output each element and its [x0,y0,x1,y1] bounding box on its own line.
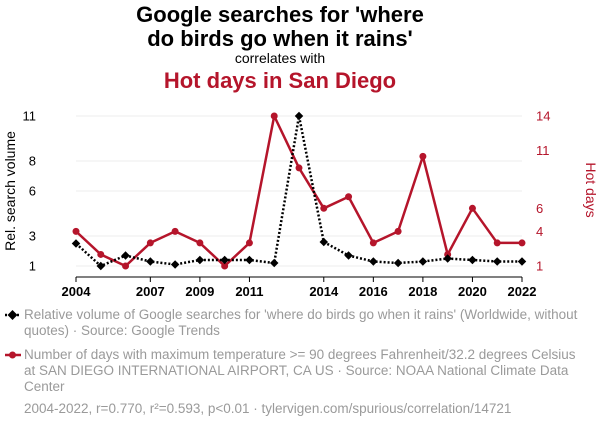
hot-days-point-2012 [270,112,278,120]
x-tick-label: 2004 [62,284,92,299]
y-right-tick-label: 4 [536,224,543,239]
y-right-tick-label: 6 [536,201,543,216]
legend-label-hot: Number of days with maximum temperature … [24,347,576,394]
legend-symbol-search [5,310,21,320]
gridlines [76,115,522,267]
y-left-tick-label: 8 [29,154,36,169]
hot-days-point-2015 [345,193,353,201]
search-volume-point-2004 [71,239,81,248]
search-volume-point-2021 [492,257,502,266]
x-tick-label: 2014 [309,284,339,299]
hot-days-point-2022 [518,239,526,247]
x-tick-label: 2007 [136,284,165,299]
search-volume-point-2014 [319,237,329,247]
search-volume-point-2005 [96,261,106,271]
y-right-tick-label: 11 [536,143,550,158]
search-volume-point-2018 [418,257,428,266]
search-volume-point-2019 [443,254,452,263]
search-volume-point-2013 [294,111,304,121]
y-axis-label-left: Rel. search volume [2,131,18,251]
x-tick-label: 2016 [359,284,388,299]
hot-days-point-2007 [146,239,154,247]
y-left-tick-label: 1 [29,259,36,274]
hot-days-point-2008 [171,227,179,235]
hot-days-point-2021 [493,239,501,247]
y-left-tick-label: 11 [23,109,37,124]
search-volume-point-2008 [170,260,180,269]
search-volume-point-2017 [393,258,403,268]
hot-days-point-2013 [295,164,303,172]
search-volume-point-2022 [517,257,527,266]
hot-days-point-2010 [221,262,229,270]
y-right-tick-label: 14 [536,109,550,124]
search-volume-point-2007 [146,257,155,266]
search-volume-point-2016 [369,257,378,266]
y-left-tick-label: 3 [29,229,36,244]
y-left-ticks: 1 3 6 8 11 [23,109,37,274]
search-volume-point-2006 [121,251,130,260]
hot-days-point-2009 [196,239,204,247]
hot-days-point-2011 [245,239,253,247]
hot-days-point-2016 [369,239,377,247]
hot-days-point-2017 [394,227,402,235]
x-ticks: 2004 2007 2009 2011 2014 2016 2018 2020 2022 [62,277,537,299]
hot-days-point-2005 [97,250,105,258]
hot-days-point-2018 [419,152,427,160]
y-left-tick-label: 6 [29,184,36,199]
chart-title-line2: do birds go when it rains' [147,26,413,51]
footer-stats: 2004-2022, r=0.770, r²=0.593, p<0.01 · t… [24,401,512,416]
hot-days-point-2020 [468,204,476,212]
x-tick-label: 2018 [408,284,437,299]
search-volume-point-2010 [220,255,229,265]
search-volume-point-2011 [245,255,254,265]
chart-title-line1: Google searches for 'where [136,2,424,27]
search-volume-point-2020 [468,255,477,265]
search-volume-point-2012 [269,258,279,268]
y-right-tick-label: 1 [536,259,543,274]
x-tick-label: 2009 [185,284,214,299]
x-tick-label: 2022 [508,284,537,299]
hot-days-point-2014 [320,204,328,212]
x-tick-label: 2020 [458,284,487,299]
legend-symbol-hot [5,351,21,359]
x-tick-label: 2011 [235,284,263,299]
y-axis-label-right: Hot days [583,162,599,217]
search-volume-point-2015 [344,251,353,260]
chart-title-secondary: Hot days in San Diego [163,68,397,93]
hot-days-point-2006 [122,262,130,270]
legend-label-search: Relative volume of Google searches for '… [24,307,578,338]
hot-days-point-2004 [72,227,80,235]
legend-entry-hot: Number of days with maximum temperature … [4,347,584,395]
search-volume-point-2009 [195,255,205,265]
chart-subtitle: correlates with [234,50,326,66]
legend-entry-search: Relative volume of Google searches for '… [4,307,584,339]
series-search-volume [71,111,527,271]
